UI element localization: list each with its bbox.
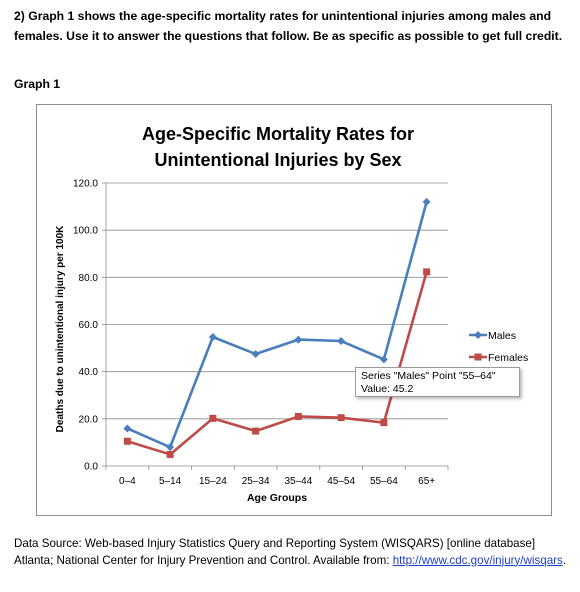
males-data-point (294, 335, 303, 344)
y-tick-label: 100.0 (73, 226, 98, 237)
chart-title-line2: Unintentional Injuries by Sex (154, 150, 401, 170)
males-data-point (337, 337, 346, 346)
line-chart: Age-Specific Mortality Rates for Uninten… (55, 124, 528, 504)
legend-females-label: Females (488, 352, 528, 364)
males-series-line (126, 201, 428, 449)
females-data-point (123, 437, 131, 445)
legend-females-marker (474, 353, 482, 361)
question-text: 2) Graph 1 shows the age-specific mortal… (14, 9, 563, 43)
x-tick-label: 65+ (418, 476, 435, 487)
x-tick-label: 45–54 (327, 476, 355, 487)
chart-area: Age-Specific Mortality Rates for Uninten… (36, 104, 552, 516)
y-axis-label: Deaths due to unintentional injury per 1… (55, 225, 66, 432)
males-data-point (422, 197, 431, 206)
data-source-text: Data Source: Web-based Injury Statistics… (14, 536, 570, 569)
males-data-point (166, 443, 175, 452)
x-tick-label: 35–44 (284, 476, 312, 487)
males-data-point (208, 332, 217, 341)
females-data-point (209, 414, 217, 422)
legend-males-label: Males (488, 330, 516, 342)
females-data-point (423, 268, 431, 276)
x-axis-label: Age Groups (247, 492, 307, 504)
source-description: Data Source: Web-based Injury Statistics… (14, 537, 536, 567)
y-tick-label: 40.0 (79, 367, 99, 378)
y-tick-label: 0.0 (84, 462, 98, 473)
females-data-point (166, 450, 174, 458)
tooltip-line1: Series "Males" Point "55–64" (361, 370, 496, 382)
x-tick-label: 5–14 (159, 476, 182, 487)
source-period: . (562, 553, 567, 567)
x-tick-label: 0–4 (119, 476, 136, 487)
females-data-point (294, 412, 302, 420)
females-data-point (380, 419, 388, 427)
x-tick-label: 15–24 (199, 476, 227, 487)
females-data-point (337, 414, 345, 422)
males-data-point (251, 349, 260, 358)
tooltip-line2: Value: 45.2 (361, 383, 414, 395)
females-data-point (252, 427, 260, 435)
males-data-point (379, 355, 388, 364)
y-tick-label: 120.0 (73, 179, 98, 190)
x-tick-label: 55–64 (370, 476, 398, 487)
males-data-point (123, 424, 132, 433)
wisqars-link[interactable]: http://www.cdc.gov/injury/wisqars (392, 553, 563, 567)
data-point-tooltip: Series "Males" Point "55–64" Value: 45.2 (355, 367, 520, 397)
y-tick-label: 60.0 (79, 320, 99, 331)
females-series-line (126, 271, 428, 456)
legend-males-marker (474, 331, 482, 339)
y-tick-label: 80.0 (79, 273, 99, 284)
graph-label: Graph 1 (14, 77, 61, 91)
x-tick-label: 25–34 (242, 476, 270, 487)
chart-title-line1: Age-Specific Mortality Rates for (142, 124, 414, 144)
y-tick-label: 20.0 (79, 414, 99, 425)
